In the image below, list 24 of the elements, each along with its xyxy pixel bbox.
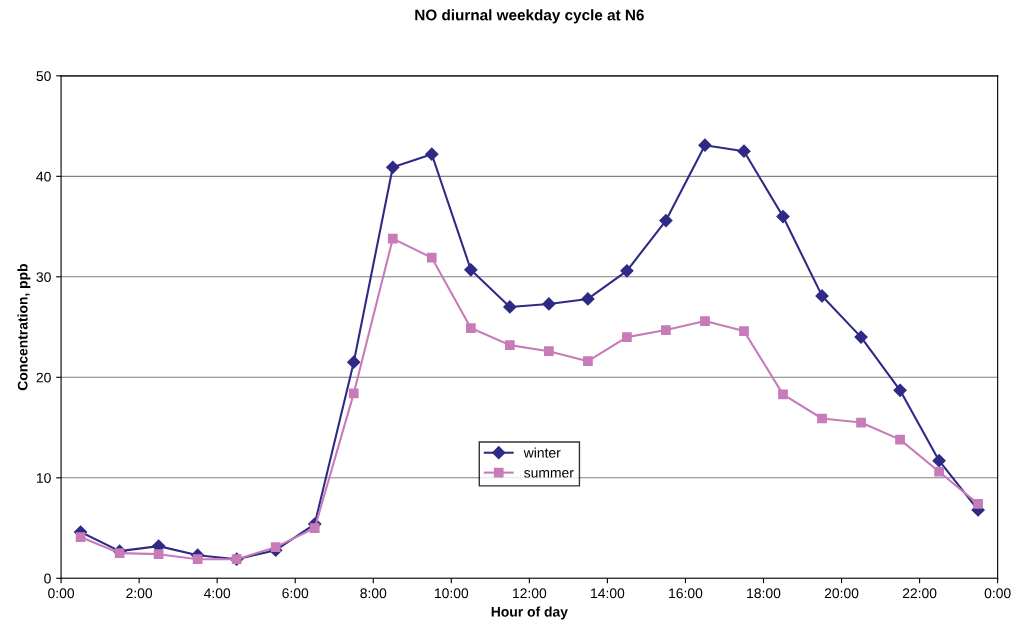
y-tick-label: 20 [36,372,51,383]
x-tick-label: 4:00 [203,588,231,599]
y-tick-label: 10 [36,473,51,483]
x-tick-label: 6:00 [282,588,309,599]
x-tick-label: 10:00 [435,588,469,599]
chart-title: NO diurnal weekday cycle at N6 [415,9,644,24]
x-tick-label: 16:00 [669,588,703,599]
x-tick-label: 18:00 [747,588,781,599]
legend-label: winter [523,447,561,458]
y-axis-title: Concentration, ppb [17,263,31,391]
x-tick-label: 20:00 [824,588,859,599]
x-axis-title: Hour of day [491,606,568,620]
x-tick-label: 0:00 [48,588,75,599]
x-tick-label: 12:00 [513,588,547,599]
x-tick-label: 22:00 [902,588,937,599]
x-tick-label: 14:00 [591,588,625,599]
legend-label: summer [524,470,574,478]
x-tick-label: 2:00 [126,588,153,599]
y-tick-label: 50 [36,71,51,82]
x-tick-label: 8:00 [360,588,387,599]
y-tick-label: 40 [36,171,51,182]
y-tick-label: 0 [44,573,51,584]
y-tick-label: 30 [36,272,51,282]
x-tick-label: 0:00 [984,588,1011,599]
